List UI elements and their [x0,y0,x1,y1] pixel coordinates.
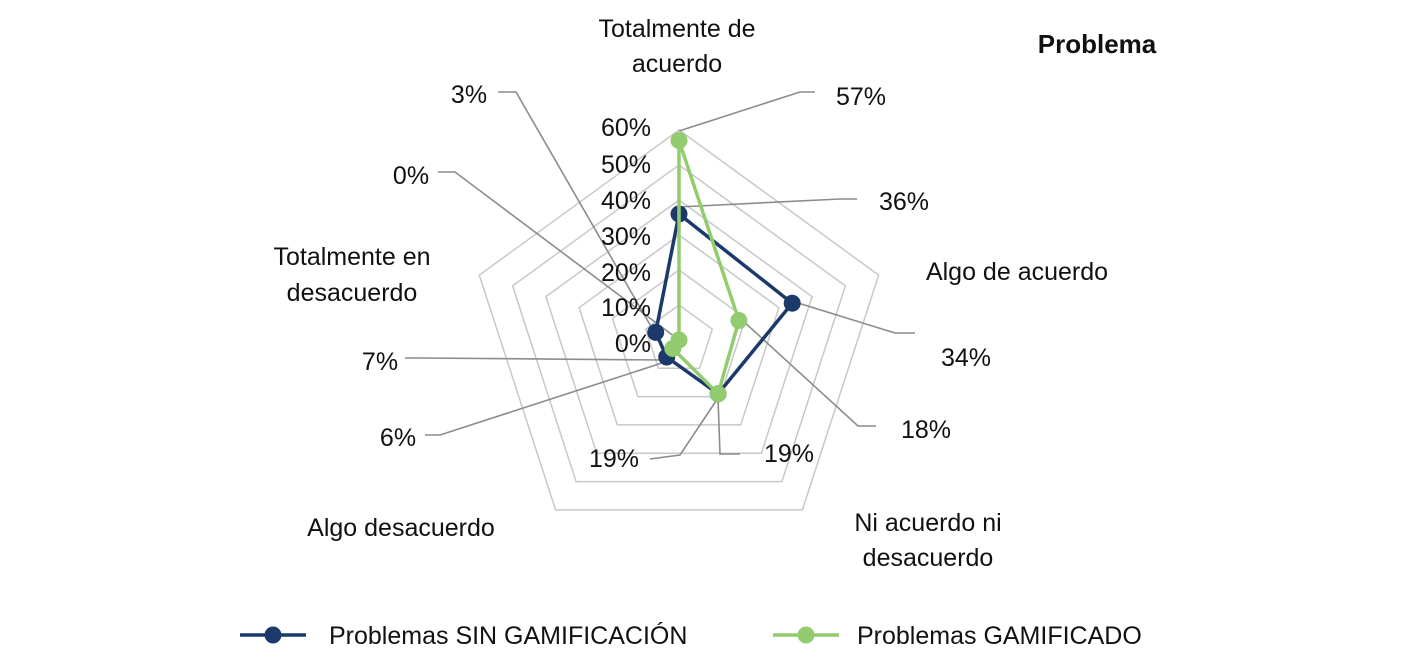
data-label: 57% [836,83,886,111]
chart-legend[interactable]: Problemas SIN GAMIFICACIÓN Problemas GAMI… [240,621,1142,650]
data-label: 36% [879,188,929,216]
r-axis-tick-label: 40% [601,187,651,215]
data-label: 7% [362,348,398,376]
r-axis-tick-label: 30% [601,223,651,251]
chart-text: Problema 0% 10% 20% 30% 40% 50% 60% Totalmente … [273,15,1156,572]
data-label: 0% [393,162,429,190]
grid-ring [478,129,880,511]
legend-marker [797,626,815,644]
data-label-leader-lines [405,91,915,460]
chart-title: Problema [1038,29,1157,59]
data-label: 34% [941,344,991,372]
r-axis-tick-label: 60% [601,114,651,142]
leader-line [677,198,857,208]
leader-line [797,302,915,334]
series-gamificado [664,132,748,403]
radar-series [647,132,801,403]
legend-label: Problemas SIN GAMIFICACIÓN [329,621,687,650]
data-label: 6% [380,424,416,452]
r-axis-tick-label: 20% [601,259,651,287]
grid-ring [578,234,780,426]
category-label: Ni acuerdo ni desacuerdo [854,509,1001,572]
legend-marker [264,626,282,644]
leader-line [678,91,815,132]
series-line [653,212,794,396]
category-label: Totalmente de acuerdo [598,15,755,78]
series-marker [709,385,727,403]
legend-item[interactable]: Problemas SIN GAMIFICACIÓN [240,621,687,650]
data-label: 19% [764,440,814,468]
grid-ring [511,164,847,483]
legend-item[interactable]: Problemas GAMIFICADO [773,622,1142,650]
r-axis-tick-label: 0% [615,330,651,358]
leader-line [649,397,719,460]
series-marker [783,294,801,312]
r-axis-tick-label: 10% [601,294,651,322]
data-label: 19% [589,445,639,473]
series-marker [670,132,688,149]
series-marker [670,331,688,349]
leader-line [717,397,740,455]
series-marker [647,323,665,341]
leader-line [405,357,666,361]
data-label: 3% [451,81,487,109]
legend-label: Problemas GAMIFICADO [857,622,1142,650]
leader-line [741,319,876,427]
leader-line [425,362,663,436]
leader-line [438,171,680,341]
grid-ring [545,199,813,455]
category-label: Totalmente en desacuerdo [273,243,430,307]
r-axis-tick-label: 50% [601,151,651,179]
category-label: Algo desacuerdo [307,514,495,542]
series-line [671,138,741,396]
leader-line [498,91,669,357]
category-label: Algo de acuerdo [926,258,1108,286]
series-marker [730,312,748,329]
data-label: 18% [901,416,951,444]
